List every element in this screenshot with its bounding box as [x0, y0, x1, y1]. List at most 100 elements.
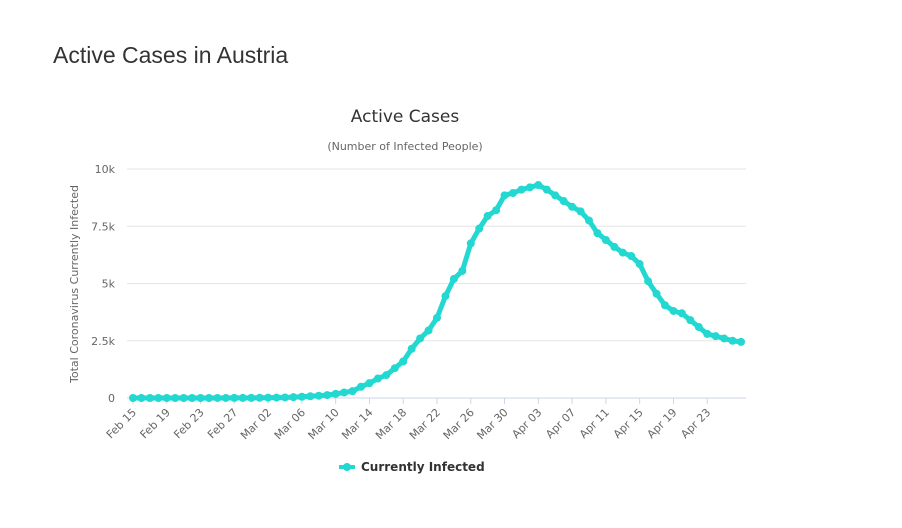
point	[635, 260, 644, 269]
point	[373, 374, 382, 383]
point	[433, 313, 441, 322]
point	[238, 393, 247, 402]
point	[652, 289, 661, 298]
point	[137, 394, 146, 402]
point	[644, 277, 653, 286]
x-tick-label: Mar 22	[407, 406, 443, 442]
x-tick-label: Mar 18	[373, 406, 409, 442]
point	[559, 197, 568, 206]
x-tick-label: Apr 19	[645, 406, 680, 441]
point	[525, 183, 534, 192]
point	[365, 379, 374, 388]
point	[297, 392, 306, 401]
point	[348, 387, 357, 396]
point	[323, 391, 332, 400]
point	[188, 394, 197, 402]
point	[407, 344, 416, 353]
point	[576, 207, 585, 216]
point	[593, 229, 602, 238]
point	[618, 248, 627, 257]
x-tick-label: Mar 10	[306, 406, 342, 442]
point	[289, 393, 298, 402]
point	[221, 393, 230, 402]
point	[205, 394, 213, 402]
point	[601, 235, 610, 244]
x-tick-label: Mar 26	[441, 406, 477, 442]
point	[483, 211, 492, 220]
x-tick-label: Feb 27	[205, 406, 240, 441]
point	[171, 394, 180, 402]
chart-subtitle: (Number of Infected People)	[327, 140, 482, 153]
point	[661, 301, 669, 310]
point	[441, 292, 450, 301]
point	[475, 224, 484, 233]
point	[669, 306, 678, 315]
point	[272, 393, 281, 402]
point	[154, 394, 163, 402]
x-tick-label: Feb 15	[104, 406, 139, 441]
point	[196, 394, 205, 402]
point	[340, 388, 349, 397]
line	[133, 182, 742, 401]
point	[264, 393, 273, 402]
point	[382, 371, 391, 380]
point	[500, 191, 509, 200]
legend-marker	[343, 463, 351, 471]
point	[255, 393, 264, 402]
x-tick-label: Feb 19	[138, 406, 173, 441]
point	[331, 389, 340, 398]
point	[424, 326, 433, 335]
point	[677, 309, 686, 318]
x-tick-label: Feb 23	[171, 406, 206, 441]
point	[728, 336, 737, 345]
point	[694, 323, 703, 332]
x-tick-label: Mar 02	[238, 406, 274, 442]
y-tick-label: 10k	[95, 163, 116, 176]
point	[585, 216, 593, 225]
point	[449, 274, 458, 283]
point	[247, 393, 256, 402]
point	[720, 334, 729, 343]
point	[492, 206, 501, 215]
point	[213, 393, 222, 402]
x-tick-label: Apr 11	[577, 406, 612, 441]
x-tick-label: Apr 07	[543, 406, 578, 441]
point	[627, 252, 636, 261]
point	[737, 337, 745, 346]
point	[162, 394, 171, 402]
point	[711, 332, 720, 341]
point	[610, 242, 619, 251]
point	[509, 189, 517, 198]
point	[145, 394, 154, 402]
point	[534, 181, 543, 190]
point	[542, 185, 551, 194]
point	[129, 394, 137, 402]
point	[517, 185, 526, 194]
x-tick-label: Apr 23	[678, 406, 713, 441]
point	[179, 394, 188, 402]
point	[466, 239, 475, 248]
point	[686, 316, 695, 325]
page-title: Active Cases in Austria	[53, 42, 288, 68]
point	[306, 392, 315, 401]
x-tick-label: Mar 30	[474, 406, 510, 442]
y-tick-label: 0	[108, 392, 115, 405]
y-axis-label: Total Coronavirus Currently Infected	[68, 185, 81, 384]
x-tick-label: Apr 03	[509, 406, 544, 441]
point	[390, 364, 399, 373]
point	[568, 202, 577, 211]
legend-label: Currently Infected	[361, 460, 485, 474]
point	[458, 266, 467, 275]
chart-title: Active Cases	[351, 107, 460, 127]
y-tick-label: 5k	[102, 278, 116, 291]
y-tick-label: 7.5k	[91, 220, 115, 233]
point	[399, 357, 408, 366]
point	[551, 191, 560, 200]
x-tick-label: Mar 14	[339, 406, 375, 442]
y-tick-label: 2.5k	[91, 335, 115, 348]
point	[357, 382, 365, 391]
point	[314, 391, 323, 400]
x-tick-label: Apr 15	[611, 406, 646, 441]
